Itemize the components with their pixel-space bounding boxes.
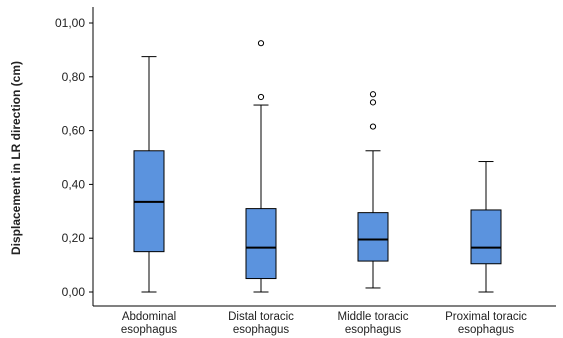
y-tick-label: 0,20 — [62, 231, 86, 245]
y-tick-label: 0,80 — [62, 70, 86, 84]
x-tick-label: Middle toracic — [338, 311, 409, 323]
outlier-point — [369, 123, 377, 130]
y-tick-label: 0,00 — [62, 285, 86, 299]
x-tick-label: esophagus — [233, 324, 290, 336]
x-tick-label: esophagus — [458, 324, 515, 336]
y-axis-label: Displacement in LR direction (cm) — [9, 61, 23, 255]
y-tick-label: 0,60 — [62, 124, 86, 138]
x-tick-label: Proximal toracic — [445, 311, 527, 323]
box — [245, 208, 277, 280]
outlier-point — [257, 40, 265, 47]
box — [470, 209, 502, 265]
x-tick-label: esophagus — [121, 324, 178, 336]
x-tick-label: esophagus — [345, 324, 402, 336]
y-tick-label: 0,40 — [62, 177, 86, 191]
y-tick-label: 01,00 — [55, 16, 85, 30]
outlier-point — [369, 99, 377, 106]
outlier-point — [369, 91, 377, 98]
box — [357, 212, 389, 262]
outlier-point — [257, 93, 265, 101]
x-tick-label: Abdominal — [122, 311, 176, 323]
x-tick-label: Distal toracic — [228, 311, 294, 323]
